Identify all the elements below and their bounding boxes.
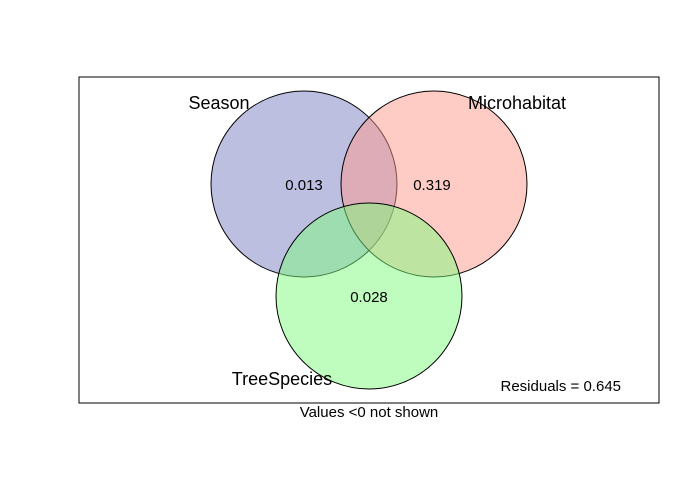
treespecies-label: TreeSpecies	[232, 369, 332, 389]
plot-frame	[78, 76, 660, 404]
footnote-values-not-shown: Values <0 not shown	[300, 404, 439, 421]
residuals-label: Residuals = 0.645	[501, 378, 622, 395]
season-only-value: 0.013	[285, 177, 323, 194]
treespecies-circle	[275, 202, 463, 390]
microhabitat-label: Microhabitat	[468, 93, 566, 113]
microhabitat-only-value: 0.319	[413, 177, 451, 194]
treespecies-only-value: 0.028	[350, 289, 388, 306]
season-label: Season	[188, 93, 249, 113]
